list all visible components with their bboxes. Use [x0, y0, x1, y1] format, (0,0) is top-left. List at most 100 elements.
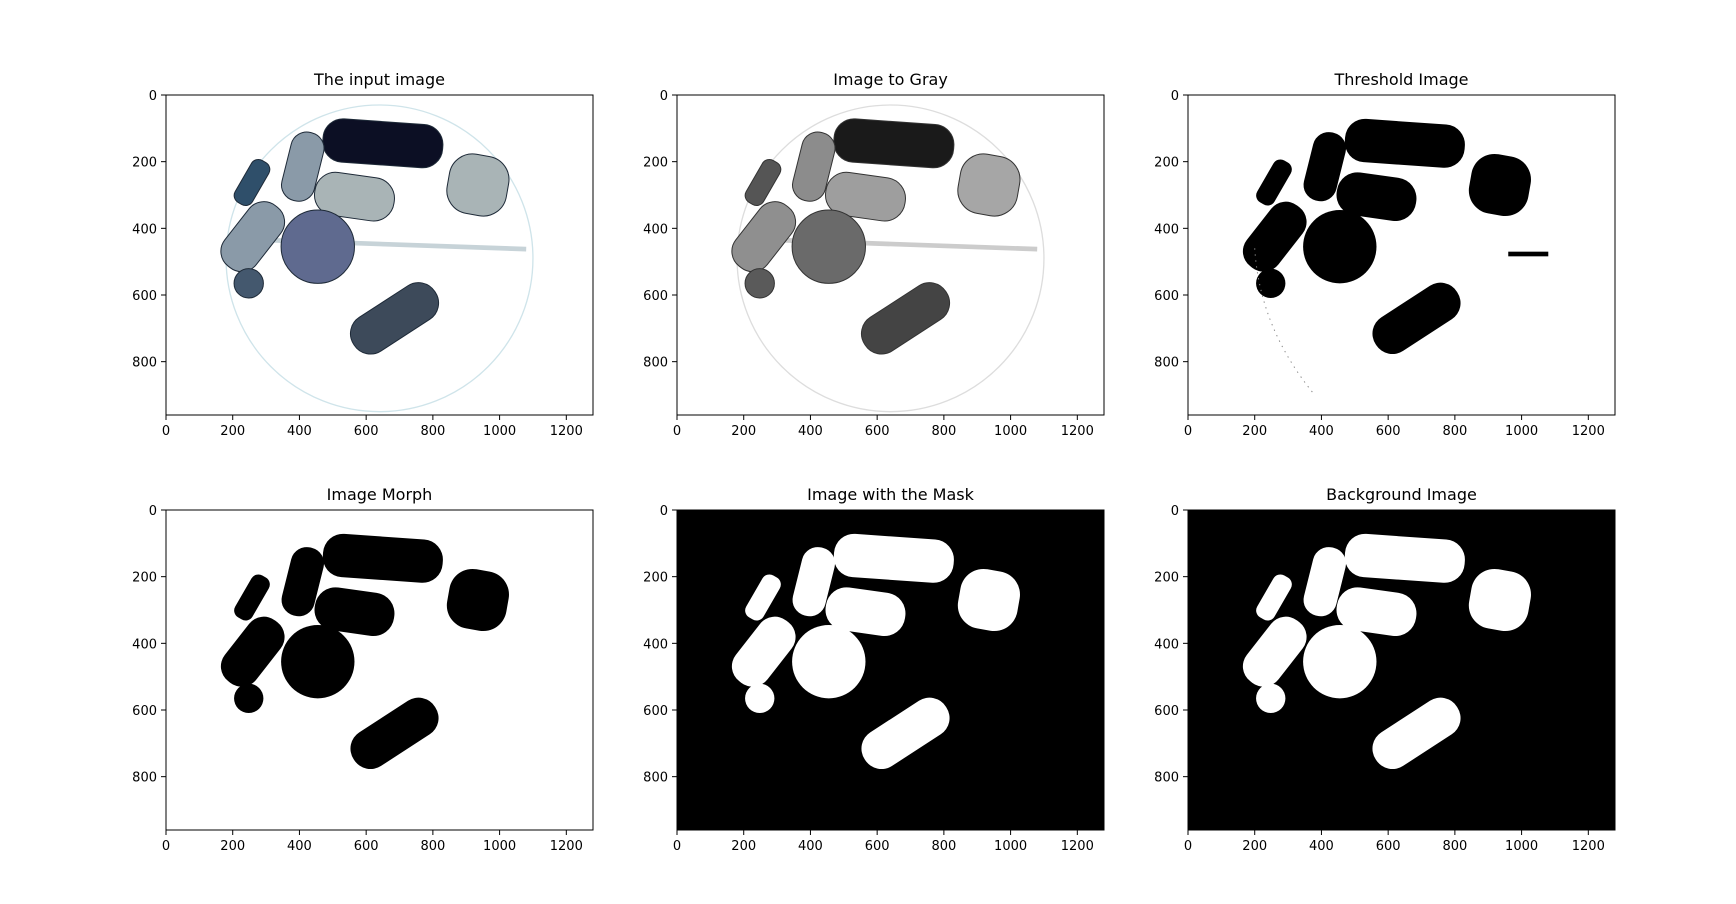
x-tick-label: 200	[220, 839, 245, 854]
image-panel: Threshold Image 0 200 400 600 800 1000 1200 0 200…	[1154, 70, 1616, 439]
x-tick-label: 600	[354, 839, 379, 854]
y-tick-label: 800	[643, 771, 668, 786]
x-tick-label: 0	[162, 839, 170, 854]
y-tick-label: 400	[1154, 637, 1179, 652]
pill	[731, 201, 797, 273]
panel-title: Threshold Image	[1333, 70, 1468, 89]
y-tick-label: 600	[132, 704, 157, 719]
threshold-noise	[1254, 248, 1316, 396]
y-tick-label: 200	[643, 571, 668, 586]
y-tick-label: 800	[132, 771, 157, 786]
x-tick-label: 600	[354, 424, 379, 439]
y-tick-label: 400	[643, 637, 668, 652]
pill	[833, 118, 955, 169]
image-content	[677, 510, 1104, 830]
axes-frame	[165, 509, 594, 831]
pill	[446, 153, 510, 217]
y-tick-label: 800	[1154, 356, 1179, 371]
x-tick-label: 800	[420, 424, 445, 439]
x-tick-label: 1000	[1505, 839, 1538, 854]
x-tick-label: 800	[1442, 839, 1467, 854]
panel-title: Image to Gray	[833, 70, 948, 89]
x-tick-label: 800	[931, 839, 956, 854]
y-tick-label: 400	[643, 222, 668, 237]
pill	[744, 268, 775, 299]
axes-frame	[165, 94, 594, 416]
y-tick-label: 600	[1154, 704, 1179, 719]
x-tick-label: 400	[287, 424, 312, 439]
pill	[220, 201, 286, 273]
axes-frame	[676, 94, 1105, 416]
x-tick-label: 600	[1376, 839, 1401, 854]
image-content	[166, 510, 593, 830]
image-panel: Image with the Mask 0 200 400 600 800 1000 1200…	[643, 485, 1105, 854]
image-panel: Image to Gray 0 200 400 600 800 1000 1200 0 200 40…	[643, 70, 1105, 439]
x-tick-label: 1200	[1061, 839, 1094, 854]
pill	[313, 171, 395, 222]
x-tick-label: 1200	[550, 424, 583, 439]
x-tick-label: 1000	[994, 424, 1027, 439]
pill	[792, 131, 836, 202]
x-tick-label: 0	[673, 839, 681, 854]
pill	[233, 268, 264, 299]
x-tick-label: 800	[420, 839, 445, 854]
pill	[744, 158, 782, 206]
y-tick-label: 600	[643, 704, 668, 719]
y-tick-label: 200	[643, 156, 668, 171]
y-tick-label: 400	[132, 637, 157, 652]
pill	[860, 282, 951, 355]
x-tick-label: 1200	[1061, 424, 1094, 439]
threshold-noise	[1508, 251, 1549, 257]
x-tick-label: 1000	[1505, 424, 1538, 439]
x-tick-label: 0	[673, 424, 681, 439]
y-tick-label: 800	[132, 356, 157, 371]
x-tick-label: 400	[287, 839, 312, 854]
y-tick-label: 0	[149, 89, 157, 104]
y-tick-label: 0	[660, 504, 668, 519]
y-tick-label: 0	[1171, 504, 1179, 519]
image-content	[166, 95, 593, 415]
pill	[957, 153, 1021, 217]
axes-frame	[676, 509, 1105, 831]
pill	[349, 282, 440, 355]
panel-title: Image Morph	[327, 485, 433, 504]
x-tick-label: 600	[1376, 424, 1401, 439]
x-tick-label: 1200	[1572, 424, 1605, 439]
x-tick-label: 400	[798, 424, 823, 439]
image-content	[1188, 95, 1615, 415]
x-tick-label: 600	[865, 839, 890, 854]
y-tick-label: 200	[1154, 156, 1179, 171]
x-tick-label: 1200	[1572, 839, 1605, 854]
x-tick-label: 400	[1309, 839, 1334, 854]
axes-frame	[1187, 94, 1616, 416]
y-tick-label: 800	[1154, 771, 1179, 786]
panel-title: Background Image	[1326, 485, 1477, 504]
pill	[322, 118, 444, 169]
x-tick-label: 1000	[483, 424, 516, 439]
pill	[280, 209, 355, 284]
y-tick-label: 0	[1171, 89, 1179, 104]
y-tick-label: 200	[132, 156, 157, 171]
pill	[824, 171, 906, 222]
y-tick-label: 0	[660, 89, 668, 104]
image-panel: Image Morph 0 200 400 600 800 1000 1200 0 200 400 6…	[132, 485, 594, 854]
x-tick-label: 0	[1184, 839, 1192, 854]
y-tick-label: 600	[643, 289, 668, 304]
x-tick-label: 0	[162, 424, 170, 439]
pill	[233, 158, 271, 206]
image-content	[677, 95, 1104, 415]
image-panel: Background Image 0 200 400 600 800 1000 1200 0 20…	[1154, 485, 1616, 854]
x-tick-label: 400	[798, 839, 823, 854]
x-tick-label: 1000	[994, 839, 1027, 854]
y-tick-label: 200	[132, 571, 157, 586]
y-tick-label: 400	[1154, 222, 1179, 237]
image-panel: The input image 0 200 400 600 800 1000 1200 0 200…	[132, 70, 594, 439]
x-tick-label: 200	[1242, 839, 1267, 854]
y-tick-label: 600	[132, 289, 157, 304]
x-tick-label: 1200	[550, 839, 583, 854]
x-tick-label: 800	[1442, 424, 1467, 439]
y-tick-label: 600	[1154, 289, 1179, 304]
x-tick-label: 200	[731, 839, 756, 854]
y-tick-label: 200	[1154, 571, 1179, 586]
